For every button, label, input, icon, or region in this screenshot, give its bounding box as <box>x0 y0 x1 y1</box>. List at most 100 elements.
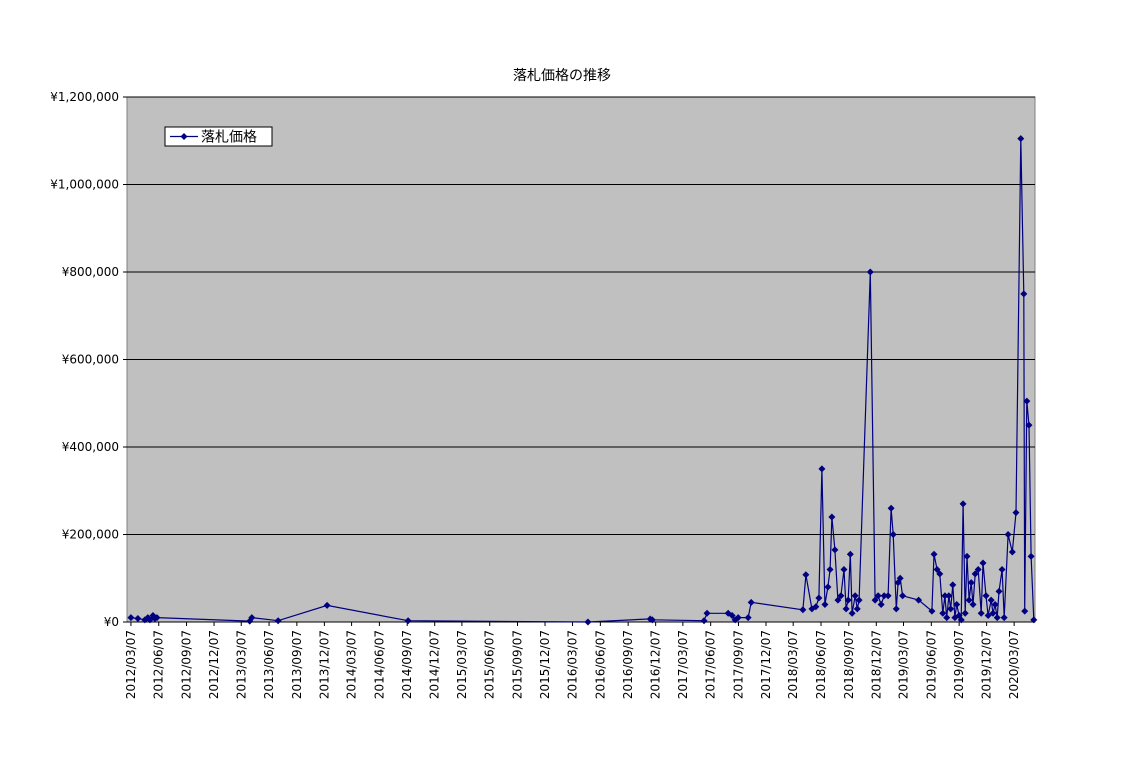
data-point <box>834 596 842 604</box>
x-tick-label: 2018/12/07 <box>869 630 883 699</box>
legend-label: 落札価格 <box>201 130 257 146</box>
data-point <box>887 504 895 512</box>
data-point <box>700 617 708 625</box>
data-point <box>949 581 957 589</box>
data-point <box>928 607 936 615</box>
y-tick-label: ¥800,000 <box>62 265 119 279</box>
data-point <box>844 596 852 604</box>
data-point <box>853 605 861 613</box>
legend-box <box>164 126 273 147</box>
x-tick-label: 2015/06/07 <box>483 630 497 699</box>
data-point <box>969 601 977 608</box>
legend-marker <box>180 133 188 140</box>
data-point <box>877 601 885 608</box>
data-point <box>744 614 752 622</box>
data-point <box>826 566 834 573</box>
data-point <box>987 596 995 604</box>
data-point <box>1004 531 1012 538</box>
x-tick-label: 2014/12/07 <box>428 630 442 699</box>
data-point <box>984 611 992 619</box>
data-point <box>930 550 938 558</box>
x-tick-label: 2019/03/07 <box>897 630 911 699</box>
data-point <box>899 592 907 600</box>
data-point <box>884 592 892 600</box>
data-point <box>989 609 997 617</box>
data-point <box>1008 548 1016 556</box>
data-point <box>127 614 135 622</box>
data-point <box>821 601 829 608</box>
data-point <box>871 596 879 604</box>
data-point <box>840 566 848 573</box>
data-point <box>824 583 832 591</box>
x-tick-label: 2015/03/07 <box>455 630 469 699</box>
data-point <box>939 609 947 617</box>
data-point <box>915 596 923 604</box>
data-point <box>153 614 161 622</box>
data-point <box>892 605 900 613</box>
legend: 落札価格 <box>164 126 273 147</box>
data-point <box>323 601 331 609</box>
x-tick-label: 2017/06/07 <box>704 630 718 699</box>
y-tick-label: ¥1,200,000 <box>50 90 119 104</box>
data-point <box>812 603 820 611</box>
data-point <box>1020 290 1028 298</box>
x-tick-label: 2012/06/07 <box>152 630 166 699</box>
y-tick-label: ¥400,000 <box>62 440 119 454</box>
x-tick-label: 2018/03/07 <box>786 630 800 699</box>
y-tick-label: ¥1,000,000 <box>50 178 119 192</box>
data-point <box>747 598 755 606</box>
x-tick-label: 2019/09/07 <box>952 630 966 699</box>
x-tick-label: 2015/09/07 <box>511 630 525 699</box>
data-point <box>941 592 949 600</box>
data-point <box>1000 614 1008 622</box>
data-point <box>648 616 656 624</box>
data-point <box>998 566 1006 573</box>
x-tick-label: 2019/06/07 <box>924 630 938 699</box>
data-point <box>959 500 967 508</box>
y-tick-label: ¥200,000 <box>62 528 119 542</box>
data-point <box>1030 616 1038 624</box>
data-point <box>982 592 990 600</box>
x-tick-label: 2018/09/07 <box>842 630 856 699</box>
data-point <box>963 552 971 560</box>
x-tick-label: 2019/12/07 <box>980 630 994 699</box>
x-tick-label: 2012/12/07 <box>207 630 221 699</box>
data-point <box>728 611 736 619</box>
data-point <box>703 609 711 617</box>
data-point <box>889 531 897 538</box>
data-point <box>1012 509 1020 517</box>
data-point <box>1025 421 1033 429</box>
data-point <box>734 614 742 622</box>
data-point <box>1017 135 1025 143</box>
data-point <box>802 571 810 579</box>
data-point <box>880 592 888 600</box>
x-tick-label: 2017/03/07 <box>676 630 690 699</box>
data-point <box>974 566 982 573</box>
x-tick-label: 2013/06/07 <box>262 630 276 699</box>
data-point <box>842 605 850 613</box>
x-tick-label: 2020/03/07 <box>1007 630 1021 699</box>
data-point <box>943 614 951 622</box>
data-point <box>274 617 282 625</box>
x-tick-label: 2014/09/07 <box>400 630 414 699</box>
data-point <box>837 592 845 600</box>
data-point <box>961 609 969 617</box>
data-point <box>404 617 412 625</box>
data-point <box>1027 552 1035 560</box>
data-point <box>799 606 807 614</box>
data-point <box>965 596 973 604</box>
data-point <box>815 594 823 602</box>
data-point <box>846 550 854 558</box>
x-tick-label: 2016/06/07 <box>593 630 607 699</box>
data-point <box>995 587 1003 595</box>
data-point <box>831 546 839 554</box>
data-point <box>134 615 142 622</box>
x-tick-label: 2013/09/07 <box>290 630 304 699</box>
data-point <box>146 616 154 624</box>
x-tick-label: 2016/03/07 <box>566 630 580 699</box>
data-point <box>957 616 965 624</box>
x-tick-label: 2018/06/07 <box>814 630 828 699</box>
data-point <box>947 605 955 613</box>
x-tick-label: 2016/12/07 <box>649 630 663 699</box>
data-point <box>936 570 944 578</box>
